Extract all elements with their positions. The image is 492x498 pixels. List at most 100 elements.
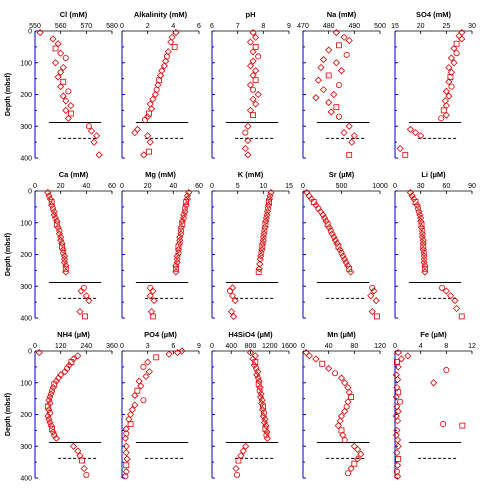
x-tick-label: 560 — [55, 23, 67, 30]
data-point — [246, 38, 255, 46]
data-point — [252, 77, 259, 84]
x-tick-label: 0 — [120, 23, 124, 30]
panel-title: Cl (mM) — [60, 10, 88, 19]
data-point — [182, 201, 190, 209]
data-point — [122, 473, 129, 480]
data-point — [345, 36, 353, 45]
data-point — [140, 151, 148, 159]
data-point — [149, 95, 157, 103]
data-point — [52, 45, 59, 52]
x-tick-label: 6 — [210, 23, 214, 30]
data-point — [263, 211, 271, 219]
data-point — [357, 450, 365, 458]
data-point — [241, 144, 249, 153]
data-point — [395, 456, 402, 462]
data-point — [253, 371, 261, 379]
data-point — [242, 129, 249, 136]
data-point — [122, 425, 130, 433]
data-point — [227, 308, 236, 316]
x-tick-label: 120 — [374, 343, 386, 350]
data-point — [267, 189, 275, 197]
data-point — [147, 308, 156, 316]
data-point — [419, 246, 427, 254]
y-tick-label: 200 — [20, 412, 32, 419]
data-point — [177, 230, 185, 238]
data-point — [160, 62, 168, 70]
data-point — [57, 236, 65, 244]
data-point — [319, 86, 328, 94]
data-point — [330, 90, 338, 99]
data-point — [142, 372, 150, 380]
data-point — [257, 252, 265, 260]
panel-title: H4SiO4 (µM) — [228, 330, 273, 339]
data-point — [90, 138, 98, 146]
data-point — [252, 33, 260, 41]
data-point — [49, 383, 57, 392]
data-point — [74, 352, 82, 360]
data-point — [458, 313, 465, 320]
data-point — [397, 355, 405, 363]
data-point — [337, 374, 346, 382]
data-point — [54, 223, 62, 232]
data-point — [348, 138, 356, 146]
data-point — [322, 217, 330, 225]
data-point — [263, 208, 272, 216]
x-tick-label: 12 — [468, 343, 476, 350]
data-point — [172, 29, 180, 37]
data-point — [62, 268, 70, 276]
data-point — [264, 205, 271, 212]
x-tick-label: 60 — [108, 183, 116, 190]
data-point — [302, 349, 310, 357]
data-point — [36, 29, 44, 37]
x-tick-label: 400 — [225, 343, 237, 350]
data-point — [45, 406, 53, 414]
data-point — [328, 230, 336, 238]
data-point — [259, 233, 267, 241]
data-point — [174, 349, 182, 357]
data-point — [408, 192, 416, 200]
data-point — [346, 151, 353, 158]
x-tick-label: 0 — [301, 343, 305, 350]
data-point — [54, 374, 63, 382]
y-axis-label: Depth (mbsf) — [5, 233, 12, 276]
data-point — [49, 205, 56, 212]
data-point — [336, 417, 344, 425]
data-point — [85, 123, 92, 130]
data-point — [263, 428, 271, 436]
data-point — [343, 51, 350, 58]
data-point — [50, 208, 58, 216]
data-point — [351, 460, 358, 467]
x-tick-label: 7 — [236, 23, 240, 30]
data-point — [180, 214, 188, 222]
x-tick-label: 1600 — [281, 343, 297, 350]
data-point — [305, 352, 313, 360]
data-point — [264, 201, 273, 209]
data-point — [258, 249, 265, 256]
data-point — [450, 44, 458, 53]
data-point — [127, 421, 134, 427]
data-point — [246, 349, 255, 357]
data-point — [257, 393, 265, 401]
y-tick-label: 0 — [28, 29, 32, 36]
data-point — [394, 436, 402, 444]
data-point — [185, 189, 193, 197]
data-point — [60, 258, 69, 267]
data-point — [46, 195, 54, 203]
data-point — [122, 468, 130, 476]
data-point — [181, 205, 188, 212]
data-point — [48, 201, 56, 209]
data-point — [83, 471, 90, 478]
x-tick-label: 360 — [106, 343, 118, 350]
data-point — [348, 394, 355, 400]
data-point — [93, 132, 101, 140]
y-axis-label: Depth (mbsf) — [5, 73, 12, 116]
data-point — [394, 461, 402, 469]
x-tick-label: 0 — [33, 183, 37, 190]
y-tick-label: 100 — [20, 220, 32, 227]
x-tick-label: 25 — [442, 23, 450, 30]
data-point — [44, 403, 51, 410]
data-point — [254, 374, 262, 382]
data-point — [121, 434, 129, 442]
data-point — [253, 365, 260, 372]
